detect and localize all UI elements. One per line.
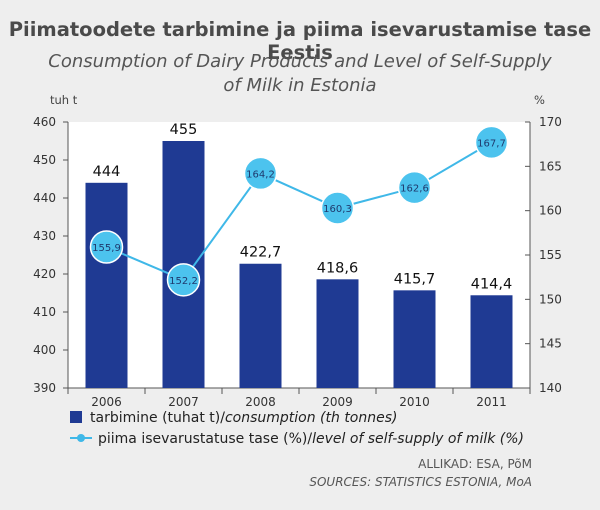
line-point bbox=[397, 170, 432, 205]
line-point bbox=[320, 191, 355, 225]
line-data-label: 162,6 bbox=[400, 184, 429, 195]
line-data-label: 164,2 bbox=[246, 169, 275, 180]
line-point bbox=[474, 125, 509, 160]
right-axis-tick-label: 170 bbox=[539, 115, 562, 129]
left-axis-tick-label: 460 bbox=[33, 115, 56, 129]
left-axis-tick-label: 440 bbox=[33, 191, 56, 205]
line-data-label: 155,9 bbox=[92, 243, 121, 254]
bar-data-label: 414,4 bbox=[471, 276, 513, 292]
line-data-label: 152,2 bbox=[169, 276, 198, 287]
plot-area bbox=[68, 122, 530, 388]
x-axis-tick-label: 2011 bbox=[476, 395, 507, 409]
legend-line-label-en: level of self-supply of milk (%) bbox=[312, 431, 525, 447]
right-axis-tick-label: 160 bbox=[539, 204, 562, 218]
right-axis-tick-label: 145 bbox=[539, 337, 562, 351]
left-axis-tick-label: 410 bbox=[33, 305, 56, 319]
right-axis-tick-label: 140 bbox=[539, 381, 562, 395]
right-axis-unit: % bbox=[534, 93, 545, 107]
legend-bar-swatch bbox=[70, 411, 82, 423]
bar-data-label: 444 bbox=[93, 164, 121, 180]
left-axis-unit: tuh t bbox=[50, 93, 78, 107]
chart-title: Piimatoodete tarbimine ja piima isevarus… bbox=[8, 18, 592, 64]
legend-item-line: piima isevarustatuse tase (%)/level of s… bbox=[70, 431, 524, 447]
bar-data-label: 415,7 bbox=[394, 271, 436, 287]
left-axis-tick-label: 420 bbox=[33, 267, 56, 281]
line-point bbox=[166, 263, 201, 297]
bar-data-label: 422,7 bbox=[240, 245, 282, 261]
source-et: ALLIKAD: ESA, PõM bbox=[418, 457, 532, 471]
legend-item-bars: tarbimine (tuhat t)/consumption (th tonn… bbox=[70, 410, 398, 426]
subtitle-line-2: of Milk in Estonia bbox=[223, 75, 377, 96]
x-axis-tick-label: 2009 bbox=[322, 395, 353, 409]
source-en: SOURCES: STATISTICS ESTONIA, MoA bbox=[309, 475, 532, 489]
chart-subtitle: Consumption of Dairy Products and Level … bbox=[0, 50, 600, 98]
x-axis-tick-label: 2007 bbox=[168, 395, 199, 409]
legend-bars-label-en: consumption (th tonnes) bbox=[224, 410, 398, 426]
x-axis-tick-label: 2010 bbox=[399, 395, 430, 409]
bar bbox=[239, 263, 282, 388]
line-point bbox=[243, 156, 278, 191]
bar-data-label: 455 bbox=[170, 122, 198, 138]
subtitle-line-1: Consumption of Dairy Products and Level … bbox=[48, 51, 552, 72]
x-axis-tick-label: 2008 bbox=[245, 395, 276, 409]
right-axis-tick-label: 155 bbox=[539, 248, 562, 262]
left-axis-tick-label: 450 bbox=[33, 153, 56, 167]
line-point bbox=[89, 230, 124, 264]
bar bbox=[470, 295, 513, 388]
line-data-label: 167,7 bbox=[477, 138, 506, 149]
bar bbox=[85, 182, 128, 388]
right-axis-tick-label: 150 bbox=[539, 292, 562, 306]
left-axis-tick-label: 430 bbox=[33, 229, 56, 243]
left-axis-tick-label: 390 bbox=[33, 381, 56, 395]
bar bbox=[316, 279, 359, 388]
line-data-label: 160,3 bbox=[323, 204, 352, 215]
left-axis-tick-label: 400 bbox=[33, 343, 56, 357]
bar-data-label: 418,6 bbox=[317, 260, 359, 276]
legend-line-label-et: piima isevarustatuse tase (%)/ bbox=[98, 431, 313, 447]
legend-bars-label-et: tarbimine (tuhat t)/ bbox=[90, 410, 225, 426]
right-axis-tick-label: 165 bbox=[539, 159, 562, 173]
legend-line-swatch bbox=[70, 432, 92, 444]
x-axis-tick-label: 2006 bbox=[91, 395, 122, 409]
bar bbox=[393, 290, 436, 388]
